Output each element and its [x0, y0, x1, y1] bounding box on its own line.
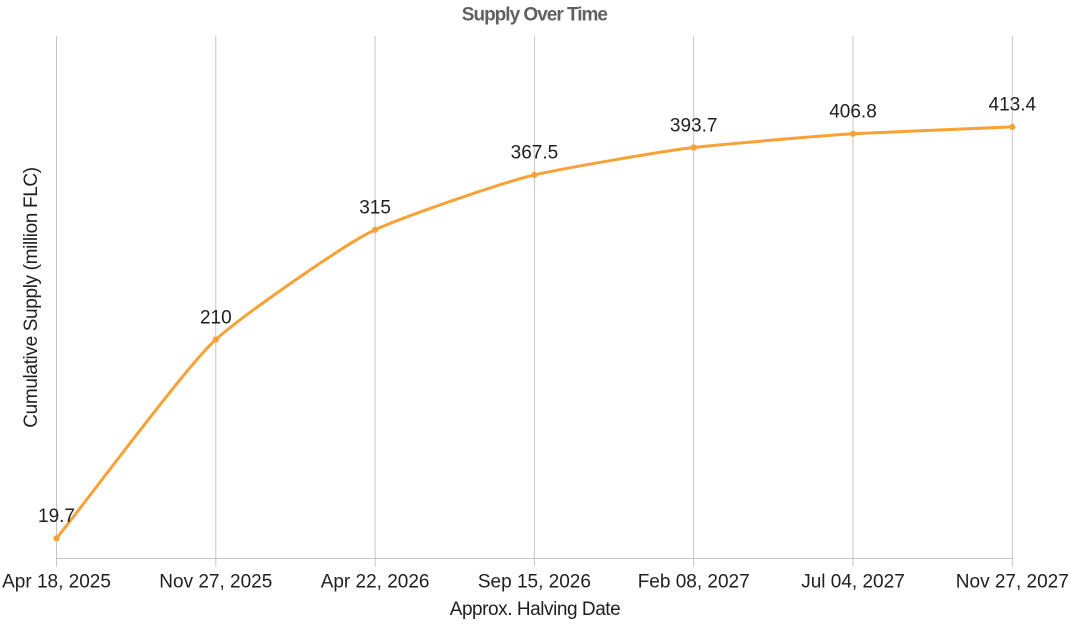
svg-text:413.4: 413.4	[989, 95, 1037, 116]
svg-text:393.7: 393.7	[670, 115, 718, 136]
svg-text:Nov 27, 2025: Nov 27, 2025	[159, 572, 272, 593]
svg-text:Supply Over Time: Supply Over Time	[462, 5, 608, 26]
svg-text:Sep 15, 2026: Sep 15, 2026	[478, 572, 591, 593]
svg-text:Cumulative Supply (million FLC: Cumulative Supply (million FLC)	[21, 167, 42, 428]
svg-text:Approx. Halving Date: Approx. Halving Date	[450, 599, 621, 620]
svg-text:367.5: 367.5	[511, 143, 559, 164]
svg-text:315: 315	[359, 198, 391, 219]
svg-text:Apr 22, 2026: Apr 22, 2026	[321, 572, 430, 593]
svg-text:210: 210	[200, 307, 232, 328]
svg-text:Feb 08, 2027: Feb 08, 2027	[638, 572, 750, 593]
svg-text:19.7: 19.7	[38, 506, 75, 527]
svg-text:Apr 18, 2025: Apr 18, 2025	[2, 572, 111, 593]
svg-text:406.8: 406.8	[829, 102, 877, 123]
svg-text:Nov 27, 2027: Nov 27, 2027	[956, 572, 1069, 593]
svg-text:Jul 04, 2027: Jul 04, 2027	[801, 572, 905, 593]
